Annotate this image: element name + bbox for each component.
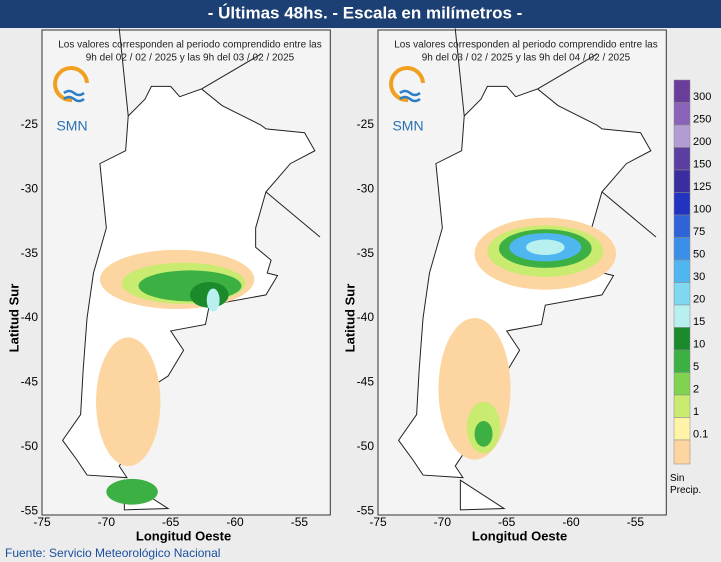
legend-swatch <box>673 282 691 306</box>
precip-area <box>96 337 161 467</box>
y-tick-label: -25 <box>357 117 375 131</box>
legend-swatch <box>673 237 691 261</box>
precip-area <box>474 421 493 447</box>
y-tick-label: -45 <box>21 375 39 389</box>
legend-swatch <box>673 124 691 148</box>
x-tick-label: -75 <box>369 515 387 529</box>
y-tick-label: -50 <box>21 439 39 453</box>
legend-none-label: Sin Precip. <box>670 473 701 496</box>
legend-swatch <box>673 79 691 103</box>
header-title: - Últimas 48hs. - Escala en milímetros - <box>208 3 523 22</box>
legend-label: 10 <box>693 338 705 350</box>
y-tick-label: -40 <box>357 310 375 324</box>
x-tick-label: -60 <box>562 515 580 529</box>
logo-waves <box>399 89 421 103</box>
legend-label: 2 <box>693 383 699 395</box>
legend-label: 300 <box>693 91 711 103</box>
y-tick-label: -55 <box>357 503 375 517</box>
x-axis-label: Longitud Oeste <box>472 528 567 543</box>
legend-swatch <box>673 327 691 351</box>
y-axis-label: Latitud Sur <box>342 284 357 353</box>
legend-label: 75 <box>693 226 705 238</box>
legend-none-word: Sin <box>670 473 687 484</box>
x-tick-label: -70 <box>98 515 116 529</box>
header-bar <box>0 0 721 28</box>
neighbor-borders <box>454 28 657 238</box>
legend-swatch <box>673 259 691 283</box>
y-tick-label: -30 <box>21 182 39 196</box>
legend-swatch <box>673 192 691 216</box>
legend-swatch <box>673 304 691 328</box>
legend-label: 100 <box>693 203 711 215</box>
legend-label: 200 <box>693 136 711 148</box>
legend-swatch <box>673 394 691 418</box>
note-line: 9h del 03 / 02 / 2025 y las 9h del 04 / … <box>422 53 631 64</box>
note-line: 9h del 02 / 02 / 2025 y las 9h del 03 / … <box>86 53 295 64</box>
x-tick-label: -55 <box>627 515 645 529</box>
footer-source: Fuente: Servicio Meteorológico Nacional <box>5 546 220 560</box>
legend-label: 50 <box>693 248 705 260</box>
legend-swatch <box>673 439 691 465</box>
logo-text: SMN <box>392 118 423 134</box>
logo-waves <box>63 89 85 103</box>
note-line: Los valores corresponden al periodo comp… <box>394 40 658 51</box>
legend-swatch <box>673 417 691 441</box>
y-tick-label: -45 <box>357 375 375 389</box>
x-tick-label: -55 <box>291 515 309 529</box>
legend-label: 5 <box>693 361 699 373</box>
legend-swatch <box>673 214 691 238</box>
x-tick-label: -60 <box>226 515 244 529</box>
y-tick-label: -40 <box>21 310 39 324</box>
precip-area <box>106 478 158 505</box>
y-tick-label: -35 <box>357 246 375 260</box>
legend-swatch <box>673 169 691 193</box>
legend-swatch <box>673 372 691 396</box>
legend-swatch <box>673 349 691 373</box>
neighbor-borders <box>118 28 321 238</box>
y-tick-label: -55 <box>21 503 39 517</box>
legend-label: 1 <box>693 406 699 418</box>
precip-area <box>206 288 220 312</box>
y-axis-label: Latitud Sur <box>6 284 21 353</box>
x-axis-label: Longitud Oeste <box>136 528 231 543</box>
legend-label: 20 <box>693 293 705 305</box>
x-tick-label: -70 <box>434 515 452 529</box>
legend-label: 150 <box>693 158 711 170</box>
y-tick-label: -30 <box>357 182 375 196</box>
logo-text: SMN <box>56 118 87 134</box>
legend-label: 15 <box>693 316 705 328</box>
x-tick-label: -75 <box>33 515 51 529</box>
legend-label: 0.1 <box>693 428 708 440</box>
legend-label: 30 <box>693 271 705 283</box>
precip-area <box>526 239 565 255</box>
logo-arc <box>389 66 425 103</box>
y-tick-label: -25 <box>21 117 39 131</box>
y-tick-label: -50 <box>357 439 375 453</box>
legend-label: 250 <box>693 113 711 125</box>
logo-arc <box>53 66 89 103</box>
y-tick-label: -35 <box>21 246 39 260</box>
x-tick-label: -65 <box>162 515 180 529</box>
x-tick-label: -65 <box>498 515 516 529</box>
legend-label: 125 <box>693 181 711 193</box>
note-line: Los valores corresponden al periodo comp… <box>58 40 322 51</box>
legend-swatch <box>673 102 691 126</box>
legend-none-word: Precip. <box>670 485 701 496</box>
legend-swatch <box>673 147 691 171</box>
island-outline <box>459 479 506 511</box>
